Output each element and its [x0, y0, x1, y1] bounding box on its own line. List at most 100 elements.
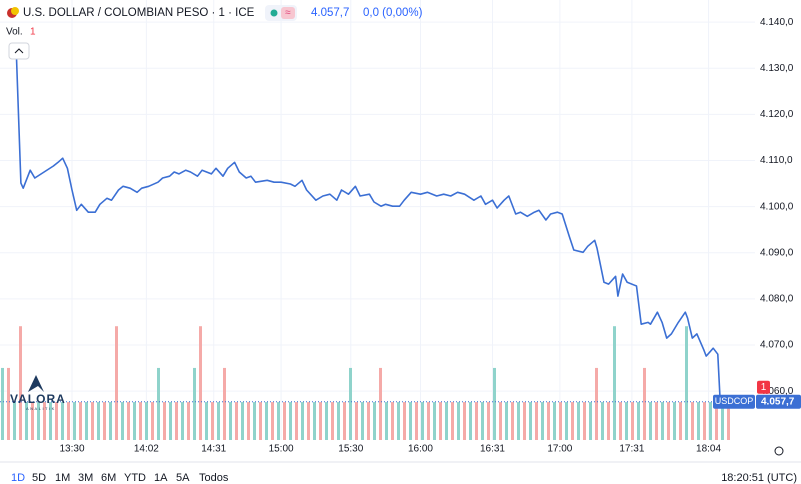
volume-bar [247, 402, 250, 440]
volume-bar [91, 402, 94, 440]
volume-bar [223, 367, 226, 440]
volume-bar [193, 367, 196, 440]
volume-bar [151, 402, 154, 440]
volume-bar [631, 402, 634, 440]
volume-bar [25, 402, 28, 440]
x-tick-label: 16:31 [480, 444, 505, 455]
range-button[interactable]: 1A [154, 472, 168, 484]
y-tick-label: 4.130,0 [760, 63, 794, 74]
range-button[interactable]: 5A [176, 472, 190, 484]
volume-bar [211, 402, 214, 440]
volume-bar [205, 402, 208, 440]
volume-bar [559, 402, 562, 440]
collapse-button[interactable] [8, 42, 30, 60]
range-button[interactable]: Todos [199, 472, 229, 484]
volume-bar [661, 402, 664, 440]
volume-bar [499, 402, 502, 440]
y-tick-label: 4.080,0 [760, 294, 794, 305]
volume-bar [253, 402, 256, 440]
volume-bar [115, 326, 118, 440]
volume-bar [511, 402, 514, 440]
volume-bar [175, 402, 178, 440]
volume-bar [385, 402, 388, 440]
volume-bar [67, 402, 70, 440]
volume-bar [595, 367, 598, 440]
volume-bar [703, 402, 706, 440]
volume-bar [337, 402, 340, 440]
y-tick-label: 4.100,0 [760, 201, 794, 212]
volume-bar [343, 402, 346, 440]
y-tick-label: 4.110,0 [760, 155, 793, 166]
collapse-icon [14, 48, 24, 54]
volume-bar [625, 402, 628, 440]
volume-bar [643, 367, 646, 440]
volume-bar [505, 402, 508, 440]
volume-bar [655, 402, 658, 440]
series-tag-name: USDCOP [715, 396, 754, 406]
clock: 18:20:51 (UTC) [721, 472, 797, 484]
volume-bar [517, 402, 520, 440]
price-line [15, 52, 721, 402]
volume-bar [553, 402, 556, 440]
settings-icon[interactable] [774, 446, 784, 456]
y-tick-label: 4.140,0 [760, 17, 794, 28]
toolbar: 1D 5D 1M 3M 6M YTD 1A 5A Todos [11, 472, 229, 484]
volume-bar [49, 402, 52, 440]
volume-bar [187, 402, 190, 440]
volume-bar [691, 402, 694, 440]
x-tick-label: 16:00 [408, 444, 433, 455]
range-button[interactable]: 5D [32, 472, 46, 484]
range-button[interactable]: 3M [78, 472, 93, 484]
price-tag-label: 4.057,7 [761, 396, 795, 407]
volume-bar [169, 402, 172, 440]
volume-bar [667, 402, 670, 440]
x-tick-label: 17:31 [619, 444, 644, 455]
volume-bar [331, 402, 334, 440]
volume-bar [541, 402, 544, 440]
delay-icon [281, 7, 295, 19]
watermark-icon [28, 375, 44, 392]
volume-bar [469, 402, 472, 440]
x-tick-label: 14:02 [134, 444, 159, 455]
volume-bar [103, 402, 106, 440]
y-tick-label: 4.060,0 [760, 386, 794, 397]
volume-bar [571, 402, 574, 440]
volume-bar [547, 402, 550, 440]
volume-bar [463, 402, 466, 440]
range-button[interactable]: YTD [124, 472, 146, 484]
volume-bar [235, 402, 238, 440]
volume-bar [397, 402, 400, 440]
y-tick-label: 4.070,0 [760, 340, 794, 351]
volume-bar [139, 402, 142, 440]
volume-bar [241, 402, 244, 440]
volume-bar [271, 402, 274, 440]
range-button[interactable]: 6M [101, 472, 116, 484]
volume-bar [373, 402, 376, 440]
volume-bar [1, 367, 4, 440]
volume-bar [181, 402, 184, 440]
volume-bar [307, 402, 310, 440]
volume-bar [475, 402, 478, 440]
volume-bar [109, 402, 112, 440]
range-button[interactable]: 1D [11, 472, 25, 484]
series-tag [713, 394, 755, 409]
volume-bar [637, 402, 640, 440]
volume-bar [427, 402, 430, 440]
volume-bar [697, 402, 700, 440]
volume-bar [577, 402, 580, 440]
volume-bar [55, 402, 58, 440]
volume-bar [379, 367, 382, 440]
volume-bar [295, 402, 298, 440]
volume-bar [121, 402, 124, 440]
volume-bar [619, 402, 622, 440]
volume-bar [277, 402, 280, 440]
volume-bar [319, 402, 322, 440]
volume-bar [97, 402, 100, 440]
volume-bar [31, 402, 34, 440]
volume-bar [43, 402, 46, 440]
price-tag [756, 394, 801, 409]
x-tick-label: 13:30 [59, 444, 84, 455]
volume-bar [409, 402, 412, 440]
volume-bar [589, 402, 592, 440]
range-button[interactable]: 1M [55, 472, 70, 484]
